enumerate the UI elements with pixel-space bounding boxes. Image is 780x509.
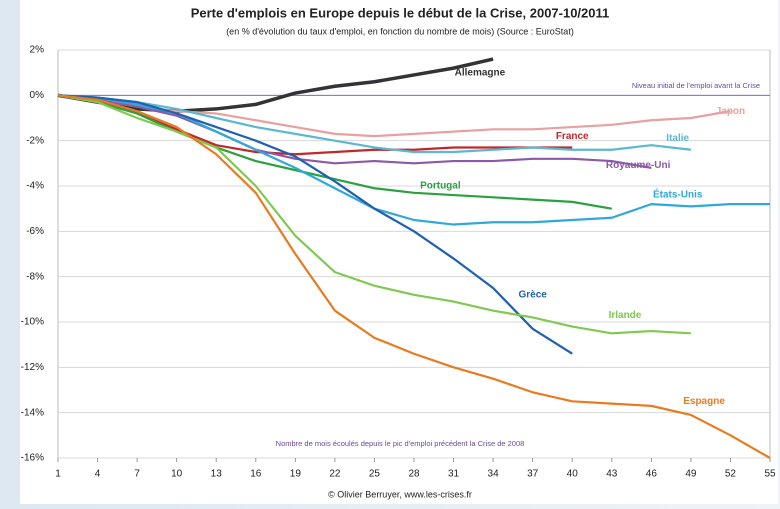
x-tick-label: 40 <box>567 469 579 480</box>
y-tick-label: -10% <box>21 317 44 328</box>
annotation: Niveau initial de l'emploi avant la Cris… <box>632 81 760 90</box>
series-label: États-Unis <box>653 188 703 201</box>
x-tick-label: 4 <box>95 469 101 480</box>
y-tick-label: -8% <box>26 271 44 282</box>
series-label: Portugal <box>420 181 461 192</box>
x-tick-label: 19 <box>290 469 302 480</box>
x-tick-label: 16 <box>250 469 262 480</box>
x-tick-label: 52 <box>725 469 737 480</box>
y-tick-label: -16% <box>21 453 44 464</box>
credit: © Olivier Berruyer, www.les-crises.fr <box>328 489 472 499</box>
series-line <box>57 94 573 355</box>
series-line <box>57 94 691 335</box>
series-label: Royaume-Uni <box>606 160 671 171</box>
x-tick-label: 28 <box>408 469 420 480</box>
chart-title: Perte d'emplois en Europe depuis le débu… <box>191 5 610 20</box>
y-tick-label: 0% <box>30 90 45 101</box>
x-tick-label: 31 <box>448 469 460 480</box>
y-tick-label: -4% <box>26 181 44 192</box>
series-line <box>57 94 652 169</box>
chart-subtitle: (en % d'évolution du taux d'emploi, en f… <box>226 26 574 36</box>
series-label: Japon <box>716 106 745 117</box>
y-tick-label: -2% <box>26 135 44 146</box>
x-tick-label: 10 <box>171 469 183 480</box>
y-tick-label: -6% <box>26 226 44 237</box>
x-tick-label: 25 <box>369 469 381 480</box>
series-line <box>57 94 612 210</box>
y-tick-label: -12% <box>21 362 44 373</box>
series-line <box>57 57 494 113</box>
x-tick-label: 22 <box>329 469 341 480</box>
series-label: Espagne <box>683 396 725 407</box>
x-tick-label: 7 <box>134 469 140 480</box>
series-label: Italie <box>666 133 689 144</box>
series-label: Allemagne <box>455 67 506 78</box>
y-tick-label: -14% <box>21 407 44 418</box>
x-tick-label: 43 <box>606 469 618 480</box>
x-tick-label: 37 <box>527 469 539 480</box>
series-label: France <box>556 131 589 142</box>
x-tick-label: 1 <box>55 469 61 480</box>
x-tick-label: 55 <box>764 469 776 480</box>
y-tick-label: 2% <box>30 45 45 56</box>
series-label: Irlande <box>609 310 642 321</box>
x-tick-label: 49 <box>685 469 697 480</box>
series-label: Grèce <box>518 289 547 300</box>
x-tick-label: 34 <box>488 469 500 480</box>
x-tick-label: 13 <box>211 469 223 480</box>
panel <box>20 0 778 504</box>
x-tick-label: 46 <box>646 469 658 480</box>
x-axis-label: Nombre de mois écoulés depuis le pic d'e… <box>276 439 525 448</box>
series-line <box>57 94 771 459</box>
series-line <box>57 94 692 154</box>
